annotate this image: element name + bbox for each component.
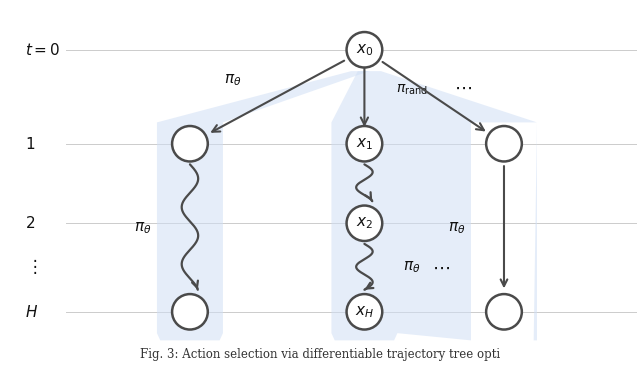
Text: $x_1$: $x_1$ — [356, 136, 373, 152]
Ellipse shape — [486, 126, 522, 161]
Text: $x_0$: $x_0$ — [356, 42, 373, 58]
Ellipse shape — [347, 206, 382, 241]
Text: $2$: $2$ — [25, 215, 35, 231]
Ellipse shape — [347, 126, 382, 161]
Text: $\cdots$: $\cdots$ — [454, 79, 472, 97]
Ellipse shape — [172, 294, 208, 330]
Text: $x_H$: $x_H$ — [355, 304, 374, 320]
Ellipse shape — [347, 294, 382, 330]
Text: Fig. 3: Action selection via differentiable trajectory tree opti: Fig. 3: Action selection via differentia… — [140, 348, 500, 361]
Ellipse shape — [347, 32, 382, 68]
Text: $t=0$: $t=0$ — [25, 42, 60, 58]
Polygon shape — [332, 71, 537, 340]
Text: $\pi_\theta$: $\pi_\theta$ — [224, 73, 241, 88]
Text: $\vdots$: $\vdots$ — [26, 257, 37, 276]
Text: $\pi_\theta$: $\pi_\theta$ — [134, 220, 151, 236]
Text: $\cdots$: $\cdots$ — [431, 258, 449, 277]
Polygon shape — [157, 71, 369, 340]
Text: $\pi_\theta$: $\pi_\theta$ — [447, 220, 465, 236]
Text: $1$: $1$ — [25, 136, 35, 152]
Ellipse shape — [172, 126, 208, 161]
Text: $\pi_\theta$: $\pi_\theta$ — [403, 260, 420, 275]
Text: $\pi_{\mathrm{rand}}$: $\pi_{\mathrm{rand}}$ — [396, 82, 428, 97]
Ellipse shape — [486, 294, 522, 330]
Text: $x_2$: $x_2$ — [356, 215, 373, 231]
Text: $H$: $H$ — [25, 304, 38, 320]
